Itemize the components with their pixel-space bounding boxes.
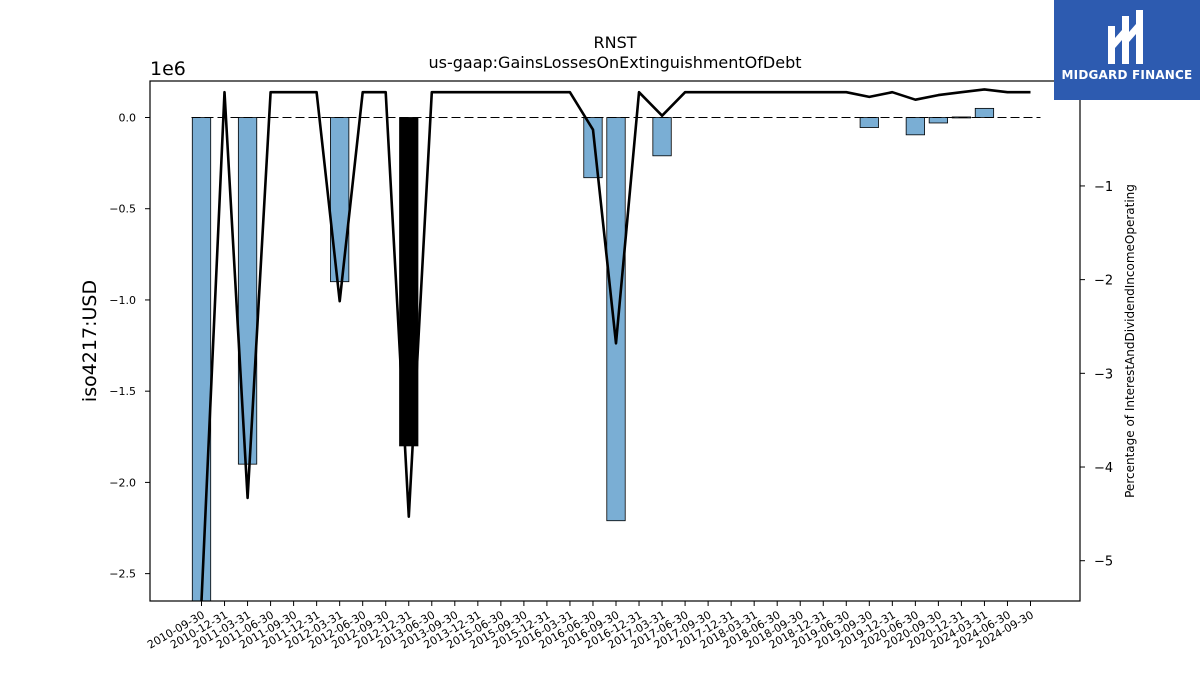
y-tick-label: −2.0 xyxy=(109,476,136,489)
y-tick-label: −0.5 xyxy=(109,203,136,216)
y-tick-label: −1.5 xyxy=(109,385,136,398)
y2-tick-label: −3 xyxy=(1094,367,1113,382)
logo-mark-icon xyxy=(1108,10,1143,64)
y2-tick-label: −1 xyxy=(1094,180,1113,195)
y2-tick-label: −2 xyxy=(1094,274,1113,289)
y-tick-label: 0.0 xyxy=(119,111,137,124)
bar xyxy=(330,117,350,283)
midgard-finance-logo: MIDGARD FINANCE xyxy=(1054,0,1200,100)
bar xyxy=(974,107,995,118)
y2-axis-label: Percentage of InterestAndDividendIncomeO… xyxy=(1123,184,1137,498)
plot-frame xyxy=(149,80,1081,602)
y2-tick-label: −4 xyxy=(1094,461,1113,476)
bar xyxy=(606,117,626,522)
bar xyxy=(399,117,419,447)
bar xyxy=(191,117,212,602)
y-tick-label: −1.0 xyxy=(109,294,136,307)
bar xyxy=(905,117,925,136)
y-tick-label: −2.5 xyxy=(109,568,136,581)
bar xyxy=(928,117,949,124)
y-offset-label: 1e6 xyxy=(150,58,186,80)
y-axis-label: iso4217:USD xyxy=(79,280,101,402)
logo-text: MIDGARD FINANCE xyxy=(1061,68,1193,82)
bar xyxy=(652,117,672,157)
bar xyxy=(237,117,258,465)
chart-subtitle: us-gaap:GainsLossesOnExtinguishmentOfDeb… xyxy=(428,53,801,72)
chart-title: RNST xyxy=(593,33,636,52)
y2-tick-label: −5 xyxy=(1094,555,1113,570)
bar xyxy=(583,117,603,179)
bar xyxy=(859,117,879,128)
percentage-line xyxy=(200,88,1031,602)
